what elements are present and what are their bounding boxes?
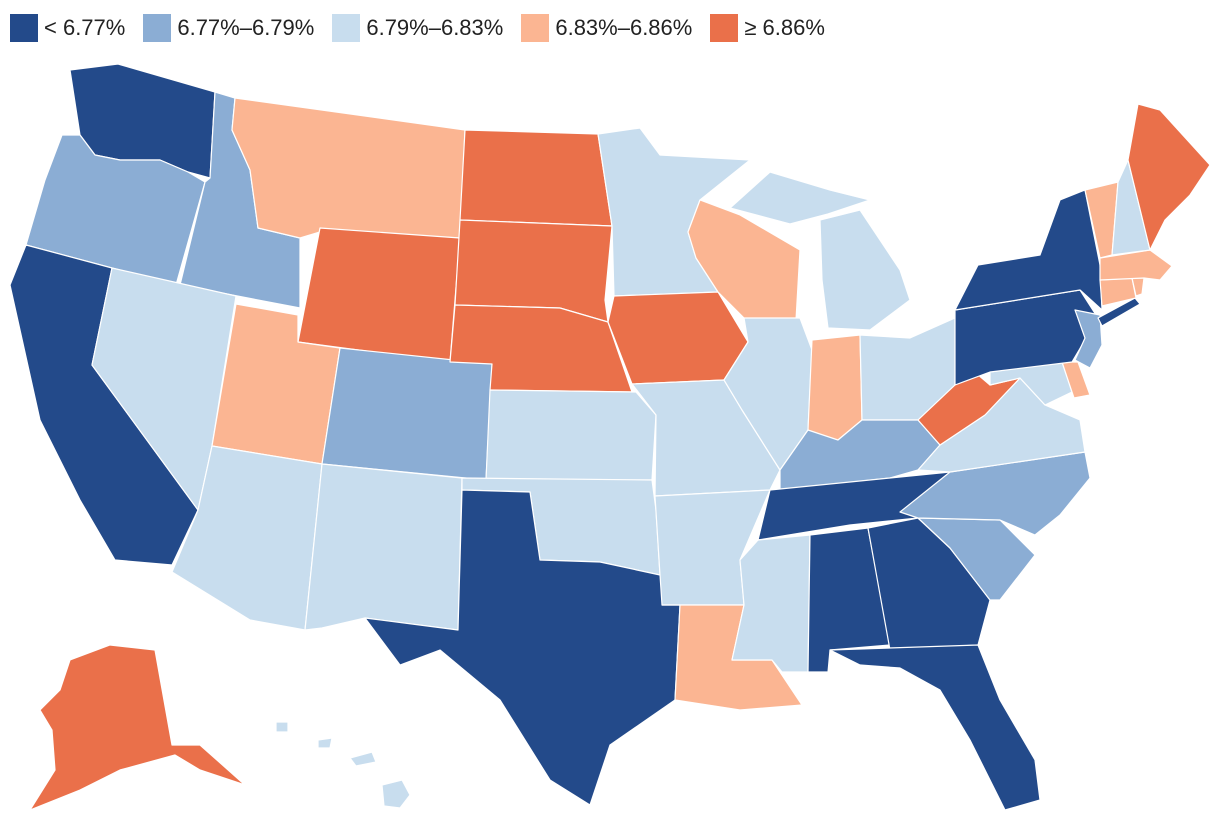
state-TX[interactable] bbox=[364, 489, 681, 806]
legend: < 6.77% 6.77%–6.79% 6.79%–6.83% 6.83%–6.… bbox=[10, 12, 825, 44]
legend-item-bin-4: ≥ 6.86% bbox=[710, 14, 825, 42]
state-CO[interactable] bbox=[321, 347, 493, 481]
legend-label-bin-3: 6.83%–6.86% bbox=[555, 15, 693, 40]
legend-item-bin-3: 6.83%–6.86% bbox=[521, 14, 692, 42]
state-IA[interactable] bbox=[607, 291, 749, 385]
state-ME[interactable] bbox=[1127, 103, 1211, 251]
legend-item-bin-1: 6.77%–6.79% bbox=[143, 14, 314, 42]
state-HI-big[interactable] bbox=[381, 779, 411, 809]
state-HI-maui[interactable] bbox=[349, 751, 377, 767]
legend-swatch-bin-1 bbox=[143, 14, 172, 42]
state-AK[interactable] bbox=[29, 644, 246, 811]
state-WY[interactable] bbox=[297, 227, 461, 363]
state-HI-oahu[interactable] bbox=[317, 737, 333, 749]
state-HI-kauai[interactable] bbox=[275, 721, 289, 733]
legend-label-bin-4: ≥ 6.86% bbox=[744, 15, 825, 40]
state-MI[interactable] bbox=[819, 209, 911, 331]
state-KS[interactable] bbox=[485, 389, 657, 481]
state-FL[interactable] bbox=[829, 644, 1041, 811]
legend-label-bin-0: < 6.77% bbox=[44, 15, 126, 40]
state-NM[interactable] bbox=[304, 463, 463, 631]
state-OR[interactable] bbox=[25, 134, 206, 286]
state-NJ[interactable] bbox=[1074, 309, 1103, 369]
legend-item-bin-0: < 6.77% bbox=[10, 14, 125, 42]
state-ND[interactable] bbox=[459, 129, 613, 227]
legend-swatch-bin-3 bbox=[521, 14, 550, 42]
legend-label-bin-2: 6.79%–6.83% bbox=[366, 15, 504, 40]
legend-label-bin-1: 6.77%–6.79% bbox=[177, 15, 315, 40]
legend-swatch-bin-0 bbox=[10, 14, 38, 42]
state-MS[interactable] bbox=[731, 534, 811, 673]
legend-swatch-bin-4 bbox=[710, 14, 739, 42]
legend-swatch-bin-2 bbox=[332, 14, 361, 42]
state-NY-LI[interactable] bbox=[1097, 297, 1141, 327]
state-MI-UP[interactable] bbox=[729, 171, 871, 225]
state-MT[interactable] bbox=[231, 97, 466, 239]
legend-item-bin-2: 6.79%–6.83% bbox=[332, 14, 503, 42]
